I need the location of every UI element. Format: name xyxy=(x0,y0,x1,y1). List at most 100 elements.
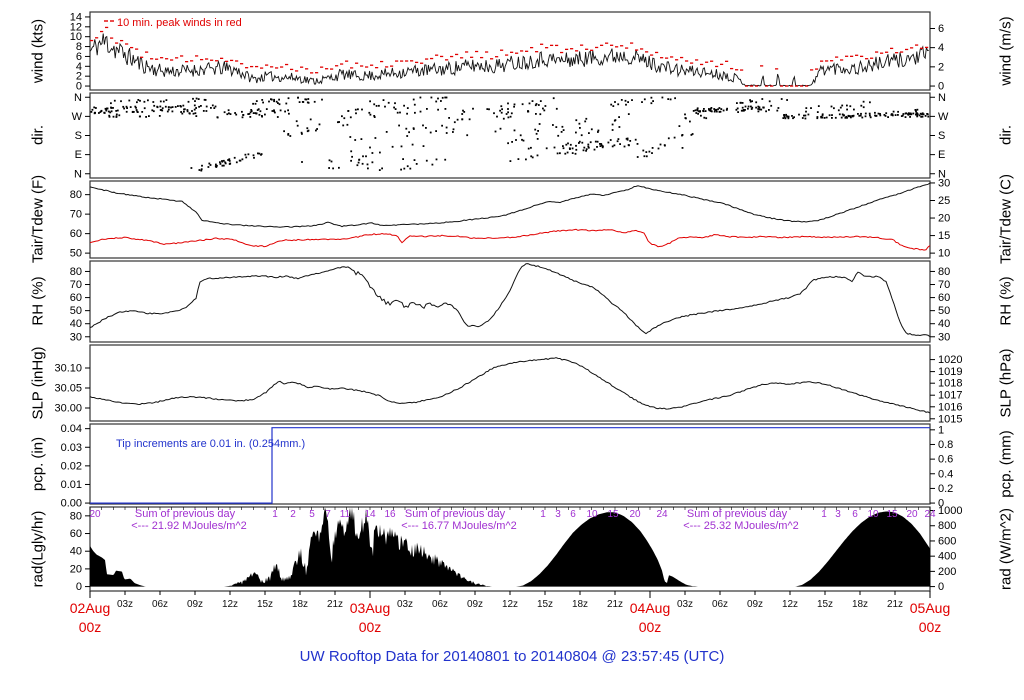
dir-dot xyxy=(194,100,196,102)
dir-dot xyxy=(743,109,745,112)
dir-dot xyxy=(864,112,867,115)
dir-dot xyxy=(684,117,687,119)
dir-dot xyxy=(853,108,855,111)
dir-ytick-right: N xyxy=(938,92,946,104)
dir-dot xyxy=(611,145,614,148)
dir-dot xyxy=(713,110,716,113)
dir-dot xyxy=(543,109,546,112)
dir-dot xyxy=(534,128,537,131)
dir-dot xyxy=(699,110,701,112)
dir-dot xyxy=(521,138,523,141)
dir-dot xyxy=(567,142,569,145)
dir-dot xyxy=(425,159,428,162)
temp-ytick-right: 30 xyxy=(938,177,950,189)
dir-dot xyxy=(661,96,664,99)
dir-dot xyxy=(761,98,764,100)
dir-dot xyxy=(341,115,343,118)
dir-dot xyxy=(585,148,588,151)
dir-dot xyxy=(371,152,374,154)
dir-dot xyxy=(161,107,164,110)
rad-cumulative-number: 16 xyxy=(384,509,396,520)
dir-dot xyxy=(502,117,505,120)
dir-dot xyxy=(242,114,244,116)
dir-dot xyxy=(578,140,581,143)
dir-dot xyxy=(273,98,275,101)
dir-dot xyxy=(757,108,760,110)
dir-dot xyxy=(838,113,841,116)
ylabel-temp-right: Tair/Tdew (C) xyxy=(997,173,1015,265)
dir-dot xyxy=(128,99,131,102)
slp-ytick-right: 1017 xyxy=(938,390,962,402)
dir-dot xyxy=(792,117,794,120)
dir-dot xyxy=(365,155,367,158)
dir-dot xyxy=(496,115,498,118)
dir-dot xyxy=(560,131,563,133)
dir-dot xyxy=(710,110,713,113)
dir-dot xyxy=(278,98,280,101)
rad-cumulative-number: 1 xyxy=(540,509,546,520)
x-day-label: 04Aug xyxy=(630,600,670,616)
rad-ytick-right: 0 xyxy=(938,581,944,593)
dir-dot xyxy=(213,107,216,109)
x-minor-label: 15z xyxy=(817,599,833,610)
pcp-ytick-right: 0.4 xyxy=(938,468,953,480)
dir-dot xyxy=(241,158,244,161)
dir-dot xyxy=(879,113,881,115)
dir-dot xyxy=(91,108,94,111)
dir-dot xyxy=(214,105,217,108)
dir-dot xyxy=(338,166,340,169)
dir-dot xyxy=(194,112,197,115)
dir-dot xyxy=(750,105,752,108)
pcp-ytick-right: 1 xyxy=(938,424,944,436)
rh-ytick-right: 50 xyxy=(938,305,950,317)
figure-title: UW Rooftop Data for 20140801 to 20140804… xyxy=(299,648,725,665)
rh-ytick-right: 80 xyxy=(938,266,950,278)
dir-dot xyxy=(737,111,739,113)
dir-dot xyxy=(513,103,516,106)
dir-dot xyxy=(578,122,581,125)
dir-dot xyxy=(110,110,113,113)
dir-dot xyxy=(511,141,513,143)
dir-dot xyxy=(216,164,218,167)
solar_rad_Lgly_hr-area xyxy=(90,507,930,587)
dir-dot xyxy=(803,114,805,117)
dir-dot xyxy=(691,133,694,135)
dir-dot xyxy=(537,104,540,106)
dir-dot xyxy=(444,96,447,99)
slp-ytick-right: 1018 xyxy=(938,378,962,390)
pcp-ytick-left: 0.04 xyxy=(61,423,82,435)
dir-dot xyxy=(890,113,893,115)
dir-dot xyxy=(915,112,918,114)
dir-dot xyxy=(575,144,577,147)
dir-dot xyxy=(907,113,910,116)
dir-dot xyxy=(357,108,359,111)
dir-dot xyxy=(171,110,174,113)
dir-dot xyxy=(589,141,592,144)
dir-dot xyxy=(415,163,418,165)
wind-annotation: 10 min. peak winds in red xyxy=(117,17,242,29)
dir-dot xyxy=(405,127,408,130)
dir-dot xyxy=(636,156,639,158)
dir-dot xyxy=(224,162,227,165)
rad-cumulative-number: 20 xyxy=(89,509,101,520)
dir-dot xyxy=(631,99,633,101)
dir-dot xyxy=(494,130,497,133)
dir-dot xyxy=(285,102,288,105)
x-minor-label: 06z xyxy=(432,599,448,610)
slp-ytick-right: 1019 xyxy=(938,366,962,378)
rad-cumulative-number: 14 xyxy=(364,509,376,520)
dir-dot xyxy=(164,105,167,108)
dir-dot xyxy=(810,107,812,109)
dir-dot xyxy=(850,116,852,119)
x-axis: 03z 06z 09z 12z 15z 18z 21z 03z 06z 09z 12z 15z 18z 2… xyxy=(70,591,950,635)
dir-dot xyxy=(562,145,564,147)
dir-dot xyxy=(915,113,917,116)
dir-dot xyxy=(618,126,621,128)
dir-dot xyxy=(667,137,670,140)
dir-dot xyxy=(287,109,289,112)
dir-dot xyxy=(823,117,826,119)
dir-dot xyxy=(115,113,118,116)
rad-ytick-left: 40 xyxy=(70,546,82,558)
dir-dot xyxy=(611,129,614,131)
